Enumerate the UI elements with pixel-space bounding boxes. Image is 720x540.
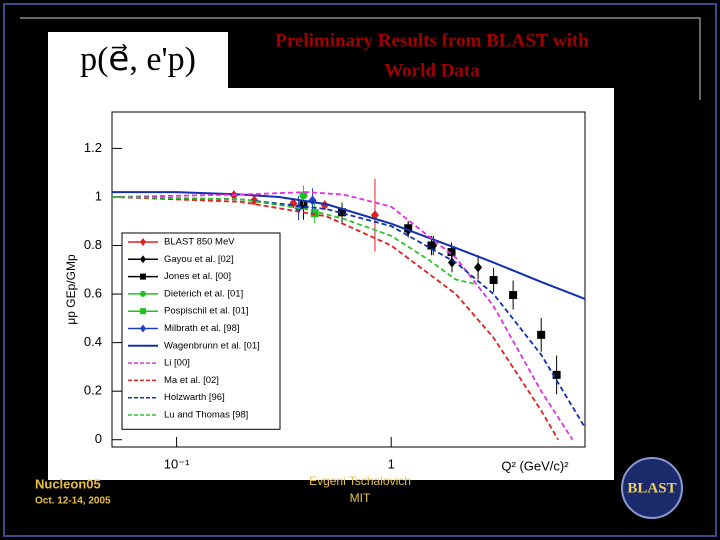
y-tick-label: 1: [95, 188, 102, 203]
marker: [140, 324, 146, 333]
legend-label: Lu and Thomas [98]: [164, 410, 248, 421]
legend-label: Gayou et al. [02]: [164, 254, 234, 265]
marker: [474, 262, 483, 273]
legend-label: Holzwarth [96]: [164, 392, 225, 403]
author: Evgeni Tschalovich: [309, 474, 411, 488]
marker: [447, 257, 456, 268]
y-tick-label: 0: [95, 431, 102, 446]
marker: [140, 255, 146, 264]
legend-label: Dieterich et al. [01]: [164, 288, 243, 299]
y-tick-label: 0.4: [84, 334, 102, 349]
marker: [140, 290, 146, 297]
x-tick-label: 10⁻¹: [164, 456, 190, 471]
x-axis-label: Q² (GeV/c)²: [501, 458, 569, 473]
conference: Nucleon05: [35, 476, 101, 491]
date: Oct. 12-14, 2005: [35, 496, 111, 507]
series-line: [111, 191, 574, 441]
badge: [621, 457, 683, 519]
y-axis-label: μp GEp/GMp: [64, 254, 78, 325]
marker: [140, 273, 146, 280]
slide-border: [3, 3, 717, 537]
legend-label: Wagenbrunn et al. [01]: [164, 340, 260, 351]
affiliation: MIT: [350, 491, 371, 505]
marker: [427, 241, 436, 250]
marker: [299, 201, 308, 210]
plot-frame: [111, 111, 586, 448]
legend-label: Jones et al. [00]: [164, 271, 231, 282]
series-line: [111, 196, 477, 286]
y-tick-label: 0.2: [84, 383, 102, 398]
legend-box: [121, 232, 281, 430]
marker: [537, 330, 546, 339]
legend-label: Pospischil et al. [01]: [164, 306, 249, 317]
marker: [338, 208, 347, 217]
marker: [140, 238, 146, 246]
x-tick-label: 1: [388, 456, 395, 471]
marker: [310, 209, 319, 218]
marker: [509, 291, 518, 300]
series-line: [111, 196, 559, 441]
marker: [489, 275, 498, 284]
plot: 0 0.2 0.4 0.6 0.8 1 1.2 10⁻¹ 1 Q² (GeV/c)² μp GEp/…: [64, 111, 586, 473]
marker: [552, 370, 561, 379]
title: Preliminary Results from BLAST with: [275, 30, 589, 51]
y-tick-label: 0.8: [84, 237, 102, 252]
legend-label: Ma et al. [02]: [164, 375, 219, 386]
logo: p(e⃗, e'p): [80, 41, 196, 78]
marker: [404, 224, 413, 233]
y-tick-label: 1.2: [84, 140, 102, 155]
legend-label: Milbrath et al. [98]: [164, 323, 240, 334]
marker: [299, 191, 308, 200]
marker: [447, 248, 456, 257]
legend-label: Li [00]: [164, 358, 190, 369]
marker: [140, 308, 146, 315]
title: World Data: [384, 60, 480, 81]
badge-text: BLAST: [627, 480, 676, 496]
legend-label: BLAST 850 MeV: [164, 237, 235, 248]
y-tick-label: 0.6: [84, 286, 102, 301]
logo-box: [48, 32, 228, 90]
series-line: [112, 191, 586, 300]
